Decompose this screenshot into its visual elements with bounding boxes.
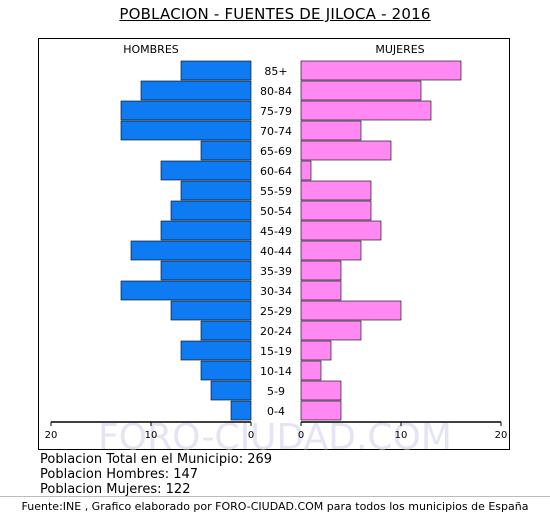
bar-mujeres-55-59 (300, 180, 372, 201)
bar-hombres-40-44 (130, 240, 252, 261)
bar-hombres-65-69 (200, 140, 252, 161)
x-tick-label: 0 (298, 430, 304, 441)
bar-mujeres-65-69 (300, 140, 392, 161)
pyramid-panel: FORO-CIUDAD.COM HOMBRES MUJERES 85+ 80-84… (38, 38, 510, 451)
age-label: 75-79 (260, 105, 292, 118)
bar-mujeres-80-84 (300, 80, 422, 101)
bar-hombres-35-39 (160, 260, 252, 281)
bar-hombres-75-79 (120, 100, 252, 121)
bar-hombres-60-64 (160, 160, 252, 181)
footer-divider (0, 496, 550, 497)
age-label: 15-19 (260, 345, 292, 358)
age-label: 55-59 (260, 185, 292, 198)
age-label: 20-24 (260, 325, 292, 338)
bar-mujeres-0-4 (300, 400, 342, 421)
bar-hombres-20-24 (200, 320, 252, 341)
x-tick-label: 10 (395, 430, 408, 441)
stat-mujeres: Poblacion Mujeres: 122 (40, 482, 191, 497)
bar-hombres-85+ (180, 60, 252, 81)
age-label: 65-69 (260, 145, 292, 158)
population-pyramid: FORO-CIUDAD.COM HOMBRES MUJERES 85+80-84… (45, 43, 508, 451)
bar-mujeres-60-64 (300, 160, 312, 181)
age-label: 45-49 (260, 225, 292, 238)
bar-mujeres-20-24 (300, 320, 362, 341)
bar-hombres-30-34 (120, 280, 252, 301)
footer-source: Fuente:INE , Grafico elaborado por FORO-… (21, 500, 529, 513)
x-tick-label: 20 (45, 430, 58, 441)
x-tick-label: 0 (248, 430, 254, 441)
chart-title: POBLACION - FUENTES DE JILOCA - 2016 (0, 5, 550, 23)
bar-hombres-5-9 (210, 380, 252, 401)
bars-group: 85+ 80-84 75-79 70-74 65-69 60-64 55-59 50-54 45… (120, 60, 462, 421)
age-label: 10-14 (260, 365, 292, 378)
age-label: 70-74 (260, 125, 292, 138)
age-label: 0-4 (267, 405, 285, 418)
age-label: 80-84 (260, 85, 292, 98)
x-axis: 20 10 0 0 10 20 (45, 421, 508, 441)
bar-mujeres-35-39 (300, 260, 342, 281)
bar-mujeres-15-19 (300, 340, 332, 361)
age-label: 40-44 (260, 245, 292, 258)
age-label: 35-39 (260, 265, 292, 278)
bar-hombres-10-14 (200, 360, 252, 381)
bar-hombres-70-74 (120, 120, 252, 141)
bar-mujeres-25-29 (300, 300, 402, 321)
bar-mujeres-75-79 (300, 100, 432, 121)
age-label: 30-34 (260, 285, 292, 298)
hombres-label: HOMBRES (123, 43, 179, 56)
bar-mujeres-40-44 (300, 240, 362, 261)
x-tick-label: 20 (495, 430, 508, 441)
bar-hombres-25-29 (170, 300, 252, 321)
chart-title-text: POBLACION - FUENTES DE JILOCA - 2016 (119, 5, 431, 23)
mujeres-label: MUJERES (375, 43, 424, 56)
x-tick-label: 10 (145, 430, 158, 441)
bar-hombres-50-54 (170, 200, 252, 221)
bar-hombres-45-49 (160, 220, 252, 241)
bar-hombres-0-4 (230, 400, 252, 421)
stat-hombres: Poblacion Hombres: 147 (40, 467, 199, 482)
stat-total: Poblacion Total en el Municipio: 269 (40, 452, 273, 467)
bar-mujeres-45-49 (300, 220, 382, 241)
age-label: 60-64 (260, 165, 292, 178)
bar-mujeres-85+ (300, 60, 462, 81)
age-label: 50-54 (260, 205, 292, 218)
bar-mujeres-10-14 (300, 360, 322, 381)
bar-mujeres-50-54 (300, 200, 372, 221)
age-label: 85+ (264, 65, 287, 78)
bar-hombres-80-84 (140, 80, 252, 101)
bar-hombres-55-59 (180, 180, 252, 201)
age-label: 5-9 (267, 385, 285, 398)
bar-mujeres-30-34 (300, 280, 342, 301)
bar-mujeres-5-9 (300, 380, 342, 401)
bar-hombres-15-19 (180, 340, 252, 361)
age-label: 25-29 (260, 305, 292, 318)
bar-mujeres-70-74 (300, 120, 362, 141)
